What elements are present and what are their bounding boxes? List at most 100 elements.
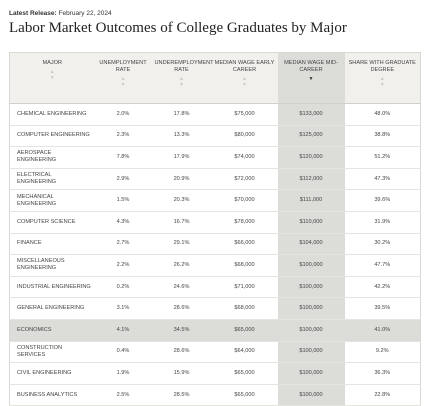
value-cell: $110,000 — [277, 211, 345, 234]
page-title: Labor Market Outcomes of College Graduat… — [9, 20, 347, 36]
value-cell: $100,000 — [277, 341, 345, 364]
value-cell: $125,000 — [277, 125, 345, 148]
value-cell: 16.7% — [151, 211, 212, 234]
column-label: MEDIAN WAGE MID-CAREER — [284, 60, 338, 73]
value-cell: $80,000 — [211, 125, 278, 148]
value-cell: 38.8% — [344, 125, 421, 148]
major-cell: COMPUTER ENGINEERING — [9, 125, 95, 148]
value-cell: 28.5% — [151, 384, 212, 406]
value-cell: 29.1% — [151, 233, 212, 256]
column-header[interactable]: MEDIAN WAGE EARLY CAREER ▲ ▼ — [211, 52, 278, 104]
value-cell: $71,000 — [211, 276, 278, 299]
value-cell: $133,000 — [277, 103, 345, 126]
value-cell: $64,000 — [211, 341, 278, 364]
value-cell: $104,000 — [277, 233, 345, 256]
value-cell: 2.7% — [94, 233, 152, 256]
column-header[interactable]: MEDIAN WAGE MID-CAREER ▼ — [277, 52, 345, 104]
release-line: Latest Release: February 22, 2024 — [9, 10, 112, 17]
value-cell: 17.9% — [151, 146, 212, 169]
value-cell: 2.5% — [94, 384, 152, 406]
major-cell: AEROSPACE ENGINEERING — [9, 146, 95, 169]
value-cell: 26.2% — [151, 254, 212, 277]
major-cell: MISCELLANEOUS ENGINEERING — [9, 254, 95, 277]
column-header[interactable]: MAJOR ▲ ▼ — [9, 52, 95, 104]
value-cell: 30.2% — [344, 233, 421, 256]
column-label: SHARE WITH GRADUATE DEGREE — [348, 60, 416, 73]
value-cell: 1.9% — [94, 362, 152, 385]
table-row: CONSTRUCTION SERVICES 0.4% 28.6% $64,000 $10… — [9, 341, 421, 364]
table-row: MISCELLANEOUS ENGINEERING 2.2% 26.2% $68,00… — [9, 254, 421, 277]
value-cell: $75,000 — [211, 103, 278, 126]
value-cell: $78,000 — [211, 211, 278, 234]
table-row: CIVIL ENGINEERING 1.9% 15.9% $65,000 $100,00… — [9, 362, 421, 385]
column-header[interactable]: SHARE WITH GRADUATE DEGREE ▲ ▼ — [344, 52, 421, 104]
value-cell: $100,000 — [277, 276, 345, 299]
table-row: GENERAL ENGINEERING 3.1% 28.6% $68,000 $100,… — [9, 297, 421, 320]
major-cell: CONSTRUCTION SERVICES — [9, 341, 95, 364]
value-cell: $120,000 — [277, 146, 345, 169]
value-cell: 9.2% — [344, 341, 421, 364]
table-row: AEROSPACE ENGINEERING 7.8% 17.9% $74,000 $12… — [9, 146, 421, 169]
value-cell: $100,000 — [277, 297, 345, 320]
column-label: MEDIAN WAGE EARLY CAREER — [214, 60, 275, 73]
column-label: MAJOR — [42, 60, 63, 66]
value-cell: 48.0% — [344, 103, 421, 126]
table-row: ECONOMICS 4.1% 34.5% $65,000 $100,000 41.0% — [9, 319, 421, 342]
value-cell: 3.1% — [94, 297, 152, 320]
sort-icon: ▲ ▼ — [379, 76, 385, 88]
release-label: Latest Release: — [9, 10, 57, 17]
value-cell: $111,000 — [277, 189, 345, 212]
value-cell: 20.9% — [151, 168, 212, 191]
value-cell: 1.5% — [94, 189, 152, 212]
major-cell: BUSINESS ANALYTICS — [9, 384, 95, 406]
column-header[interactable]: UNDEREMPLOYMENT RATE ▲ ▼ — [151, 52, 214, 104]
major-cell: FINANCE — [9, 233, 95, 256]
value-cell: 7.8% — [94, 146, 152, 169]
value-cell: 2.9% — [94, 168, 152, 191]
major-cell: CIVIL ENGINEERING — [9, 362, 95, 385]
header-row: MAJOR ▲ ▼ UNEMPLOYMENT RATE ▲ ▼ UNDEREMPLOYM… — [9, 52, 421, 104]
value-cell: 51.2% — [344, 146, 421, 169]
value-cell: 47.7% — [344, 254, 421, 277]
major-cell: CHEMICAL ENGINEERING — [9, 103, 95, 126]
column-label: UNEMPLOYMENT RATE — [99, 60, 147, 73]
value-cell: $74,000 — [211, 146, 278, 169]
value-cell: 2.0% — [94, 103, 152, 126]
value-cell: $66,000 — [211, 233, 278, 256]
column-header[interactable]: UNEMPLOYMENT RATE ▲ ▼ — [94, 52, 152, 104]
value-cell: 36.3% — [344, 362, 421, 385]
table-row: ELECTRICAL ENGINEERING 2.9% 20.9% $72,000 $1… — [9, 168, 421, 191]
column-label: UNDEREMPLOYMENT RATE — [154, 60, 214, 73]
table-row: FINANCE 2.7% 29.1% $66,000 $104,000 30.2% — [9, 233, 421, 256]
sort-icon: ▲ ▼ — [49, 69, 55, 81]
value-cell: 42.2% — [344, 276, 421, 299]
table-body: CHEMICAL ENGINEERING 2.0% 17.8% $75,000 $133… — [9, 103, 421, 406]
value-cell: 22.8% — [344, 384, 421, 406]
value-cell: $65,000 — [211, 319, 278, 342]
table-row: MECHANICAL ENGINEERING 1.5% 20.3% $70,000 $1… — [9, 189, 421, 212]
value-cell: 0.2% — [94, 276, 152, 299]
value-cell: $100,000 — [277, 362, 345, 385]
value-cell: 39.5% — [344, 297, 421, 320]
table-row: COMPUTER ENGINEERING 2.3% 13.3% $80,000 $125… — [9, 125, 421, 148]
value-cell: $65,000 — [211, 384, 278, 406]
table-row: INDUSTRIAL ENGINEERING 0.2% 24.6% $71,000 $1… — [9, 276, 421, 299]
value-cell: 34.5% — [151, 319, 212, 342]
value-cell: $68,000 — [211, 254, 278, 277]
value-cell: 31.9% — [344, 211, 421, 234]
sort-icon: ▲ ▼ — [179, 76, 184, 88]
value-cell: 41.0% — [344, 319, 421, 342]
major-cell: MECHANICAL ENGINEERING — [9, 189, 95, 212]
value-cell: $65,000 — [211, 362, 278, 385]
value-cell: 2.2% — [94, 254, 152, 277]
sort-icon: ▼ — [308, 76, 314, 82]
major-cell: COMPUTER SCIENCE — [9, 211, 95, 234]
value-cell: $70,000 — [211, 189, 278, 212]
value-cell: 24.6% — [151, 276, 212, 299]
value-cell: 4.3% — [94, 211, 152, 234]
value-cell: 2.3% — [94, 125, 152, 148]
value-cell: 4.1% — [94, 319, 152, 342]
table-row: CHEMICAL ENGINEERING 2.0% 17.8% $75,000 $133… — [9, 103, 421, 126]
sort-icon: ▲ ▼ — [120, 76, 126, 88]
